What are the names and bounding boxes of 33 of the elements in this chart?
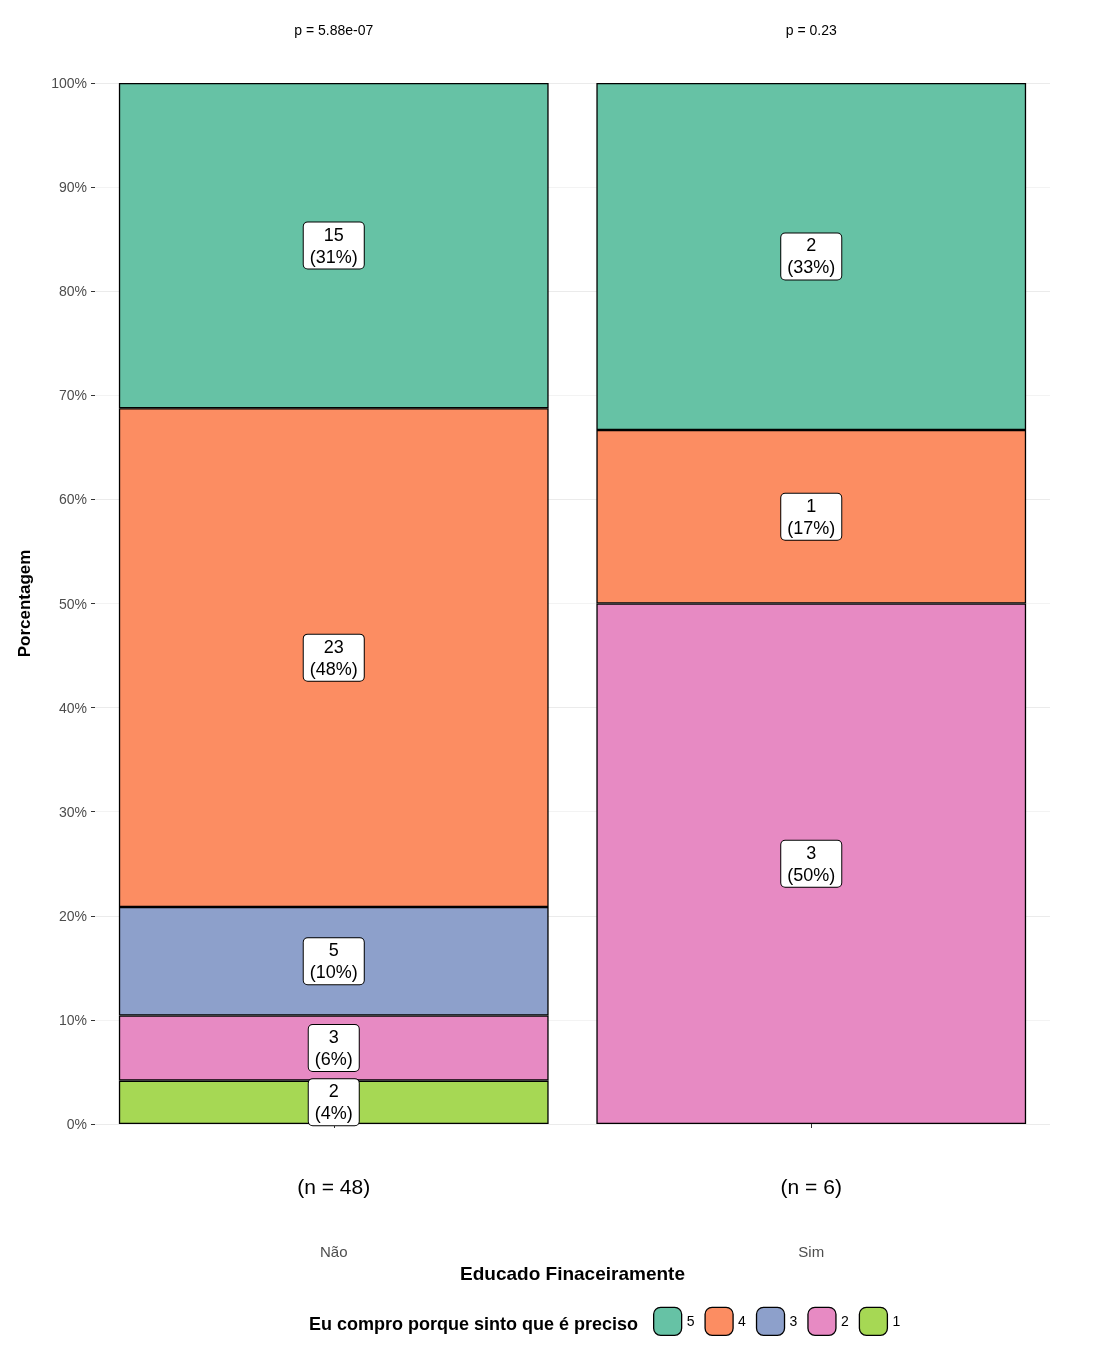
legend-label: 5 — [686, 1313, 695, 1330]
y-tick-label: 20% — [58, 907, 87, 924]
y-tick-label: 10% — [58, 1011, 87, 1028]
x-tick-label: Sim — [798, 1243, 825, 1260]
data-label: 15 (31%) — [309, 224, 358, 267]
y-tick-label: 80% — [58, 283, 87, 300]
y-tick-label: 100% — [51, 75, 87, 91]
data-label: 3 (6%) — [314, 1027, 353, 1070]
legend-label: 4 — [738, 1313, 747, 1330]
data-label: 5 (10%) — [309, 940, 358, 983]
legend-label: 3 — [789, 1313, 798, 1330]
legend-label: 1 — [892, 1313, 901, 1330]
y-tick-label: 30% — [58, 803, 87, 820]
y-tick-label: 60% — [58, 491, 87, 508]
y-tick-label: 70% — [58, 387, 87, 404]
text: p = 5.88e-07 — [294, 22, 374, 38]
y-tick-label: 90% — [58, 179, 87, 196]
y-tick-label: 0% — [66, 1116, 87, 1132]
data-label: 3 (50%) — [787, 842, 836, 885]
legend-title: Eu compro porque sinto que é preciso — [308, 1314, 638, 1334]
y-tick-label: 40% — [58, 699, 87, 716]
x-axis-title: Educado Finaceiramente — [460, 1263, 685, 1284]
x-tick-label: Não — [319, 1243, 348, 1260]
data-label: 2 (33%) — [787, 235, 836, 278]
text: (n = 6) — [780, 1174, 842, 1198]
text: p = 0.23 — [785, 22, 837, 38]
y-tick-label: 50% — [58, 595, 87, 612]
text: (n = 48) — [297, 1174, 371, 1198]
legend-label: 2 — [840, 1313, 849, 1330]
y-axis-title: Porcentagem — [15, 549, 34, 658]
data-label: 23 (48%) — [309, 636, 358, 679]
data-label: 2 (4%) — [314, 1081, 353, 1124]
data-label: 1 (17%) — [787, 495, 836, 538]
